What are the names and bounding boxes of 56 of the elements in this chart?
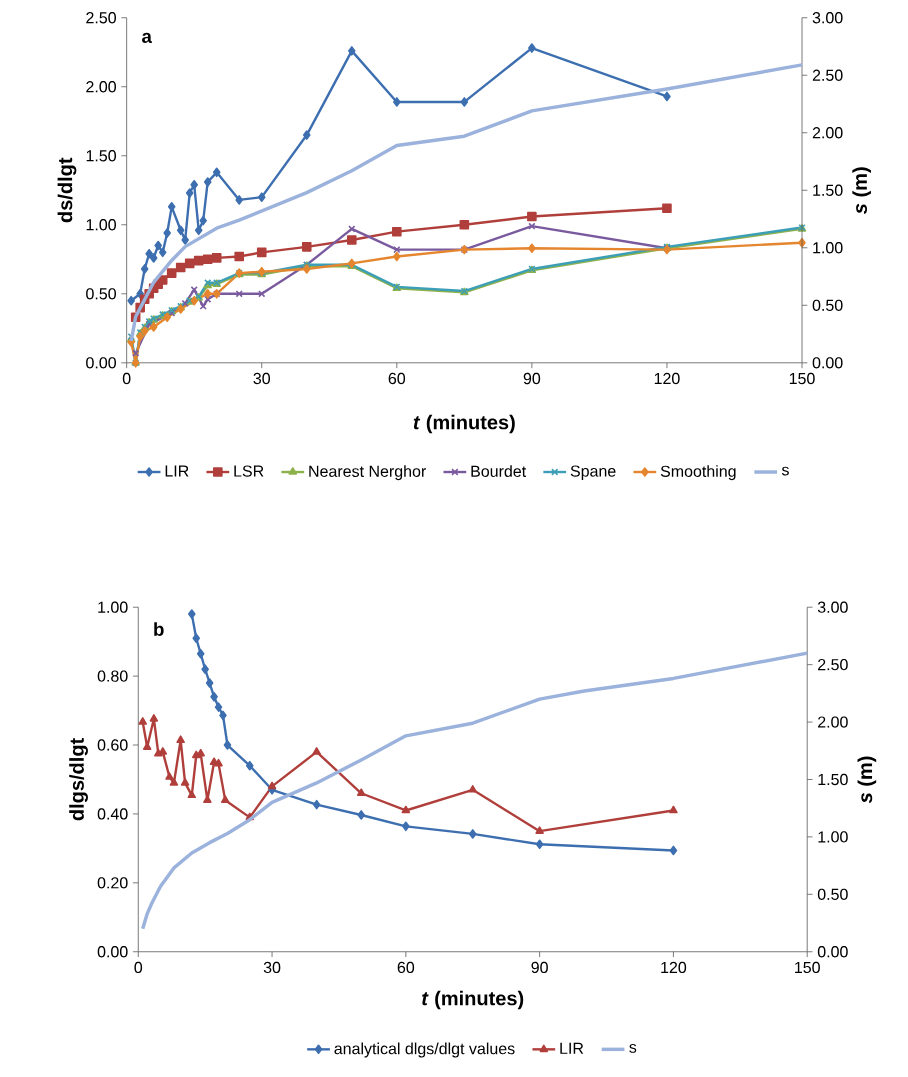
y2-tick-label: 2.50 — [818, 658, 848, 671]
y2-tick-label: 3.00 — [812, 12, 843, 24]
legend-label: s — [781, 466, 789, 476]
y2-tick-label: 1.00 — [818, 831, 848, 843]
legend-label: Nearest Nerghor — [309, 465, 426, 481]
y2-tick-label: 0.50 — [817, 888, 848, 900]
y2-tick-label: 1.50 — [813, 184, 843, 196]
x-tick-label: 0 — [122, 372, 131, 385]
legend-label: Smoothing — [660, 465, 736, 481]
x-tick-label: 120 — [654, 372, 680, 385]
text: b — [154, 622, 164, 636]
legend-label: Spane — [570, 465, 616, 480]
y-tick-label: 0.20 — [97, 877, 128, 889]
x-tick-label: 60 — [397, 961, 415, 974]
legend-label: s — [629, 1044, 637, 1053]
x-axis-title: t (minutes) — [413, 414, 515, 434]
y2-tick-label: 0.50 — [812, 299, 843, 311]
y2-axis-title: s (m) — [852, 167, 871, 214]
legend-label: LIR — [560, 1042, 584, 1054]
text: a — [142, 32, 152, 44]
x-tick-label: 90 — [531, 961, 548, 974]
y-tick-label: 0.60 — [97, 739, 128, 751]
legend-label: LIR — [165, 465, 189, 477]
y2-tick-label: 3.00 — [817, 601, 848, 613]
y2-tick-label: 0.00 — [812, 357, 843, 369]
y2-tick-label: 0.00 — [817, 946, 848, 958]
y-tick-label: 1.00 — [86, 219, 116, 231]
y2-tick-label: 2.00 — [812, 127, 843, 139]
y2-axis-title: s (m) — [857, 756, 877, 804]
y-tick-label: 0.80 — [97, 670, 128, 682]
y-tick-label: 0.00 — [86, 357, 116, 369]
y-tick-label: 2.50 — [86, 12, 116, 24]
x-tick-label: 120 — [661, 961, 687, 974]
legend-label: LSR — [234, 465, 264, 477]
x-tick-label: 150 — [789, 372, 815, 385]
x-tick-label: 30 — [253, 372, 271, 385]
x-axis-title: t (minutes) — [422, 990, 524, 1010]
x-tick-label: 60 — [388, 372, 406, 385]
x-tick-label: 150 — [795, 961, 820, 974]
y2-tick-label: 2.50 — [812, 69, 843, 81]
x-tick-label: 0 — [134, 961, 143, 974]
y-tick-label: 1.50 — [86, 150, 116, 162]
y2-tick-label: 1.00 — [813, 242, 843, 254]
y2-tick-label: 1.50 — [818, 773, 848, 786]
legend-label: analytical dlgs/dlgt values — [334, 1042, 515, 1058]
y-tick-label: 1.00 — [98, 601, 128, 613]
y-tick-label: 2.00 — [86, 81, 116, 93]
x-tick-label: 30 — [263, 961, 281, 974]
y-axis-title: dlgs/dlgt — [69, 738, 88, 821]
y-axis-title: ds/dlgt — [57, 157, 77, 223]
y-tick-label: 0.40 — [97, 808, 128, 820]
y-tick-label: 0.00 — [97, 946, 128, 958]
y-tick-label: 0.50 — [86, 288, 116, 300]
x-tick-label: 90 — [523, 372, 541, 385]
y2-tick-label: 2.00 — [818, 716, 848, 728]
legend-label: Bourdet — [471, 465, 527, 477]
